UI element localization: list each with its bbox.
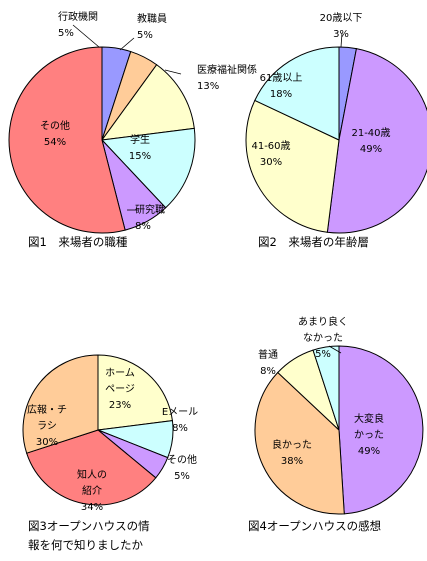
slice-label: Eメール 8% bbox=[162, 407, 198, 434]
slice-label: 行政機関 5% bbox=[58, 10, 98, 39]
slice-label: 普通 8% bbox=[258, 348, 278, 377]
slice-label: ホームページ 23% bbox=[105, 367, 135, 411]
pie-chart-3: ホームページ 23% Eメール 8% その他 5% 知人の紹介 34% 広報・チラシ 30% 図3オ… bbox=[22, 354, 198, 552]
pie-slice bbox=[254, 371, 345, 515]
leader-line bbox=[72, 24, 100, 48]
pie-slice bbox=[338, 345, 424, 515]
slice-label: 41-60歳 30% bbox=[251, 140, 290, 168]
leader-line bbox=[340, 32, 343, 48]
pie-slice bbox=[97, 354, 173, 431]
pie-chart-1: 行政機関 5% 教職員 5% 医療福祉関係 13% 学生 15% 研究職 8% その他 54% 図1 来… bbox=[8, 10, 257, 249]
slice-label: 教職員 5% bbox=[137, 12, 167, 41]
pie-slice bbox=[100, 127, 196, 209]
leader-line bbox=[119, 37, 135, 51]
leader-line bbox=[164, 69, 182, 75]
chart-title: 図3オープンハウスの情報を何で知りましたか bbox=[28, 519, 150, 552]
pie-slice bbox=[26, 429, 157, 506]
pie-slice bbox=[100, 64, 195, 141]
slice-label: 医療福祉関係 13% bbox=[197, 63, 257, 92]
chart-title: 図2 来場者の年齢層 bbox=[258, 235, 369, 249]
chart-title: 図1 来場者の職種 bbox=[28, 235, 128, 249]
slice-label: 61歳以上 18% bbox=[260, 72, 303, 100]
pie-slice bbox=[8, 46, 126, 234]
pie-slice bbox=[245, 99, 340, 233]
slice-label: 21-40歳 49% bbox=[351, 127, 390, 155]
slice-label: 良かった 38% bbox=[272, 438, 312, 467]
leader-line bbox=[328, 345, 342, 354]
slice-label: 研究職 8% bbox=[135, 203, 165, 232]
pie-chart-2: 20歳以下 3% 21-40歳 49% 41-60歳 30% 61歳以上 18% 図2 来場者の… bbox=[245, 12, 427, 249]
slice-label: 20歳以下 3% bbox=[320, 12, 363, 40]
slice-label: 学生 15% bbox=[129, 133, 151, 162]
slice-label: その他 54% bbox=[40, 119, 70, 148]
slice-label: あまり良くなかった 5% bbox=[298, 315, 348, 360]
slice-label: 大変良かった 49% bbox=[354, 412, 384, 457]
slice-label: 広報・チラシ 30% bbox=[27, 403, 67, 448]
pie-slice bbox=[22, 354, 99, 454]
pie-slice bbox=[326, 48, 427, 234]
pie-chart-4: 大変良かった 49% 良かった 38% 普通 8% あまり良くなかった 5% 図4オープンハウス… bbox=[248, 315, 424, 533]
pie-slice bbox=[254, 46, 340, 141]
slice-label: その他 5% bbox=[167, 453, 197, 482]
pie-slice bbox=[312, 345, 340, 431]
slice-label: 知人の紹介 34% bbox=[77, 468, 107, 513]
chart-title: 図4オープンハウスの感想 bbox=[248, 519, 381, 533]
